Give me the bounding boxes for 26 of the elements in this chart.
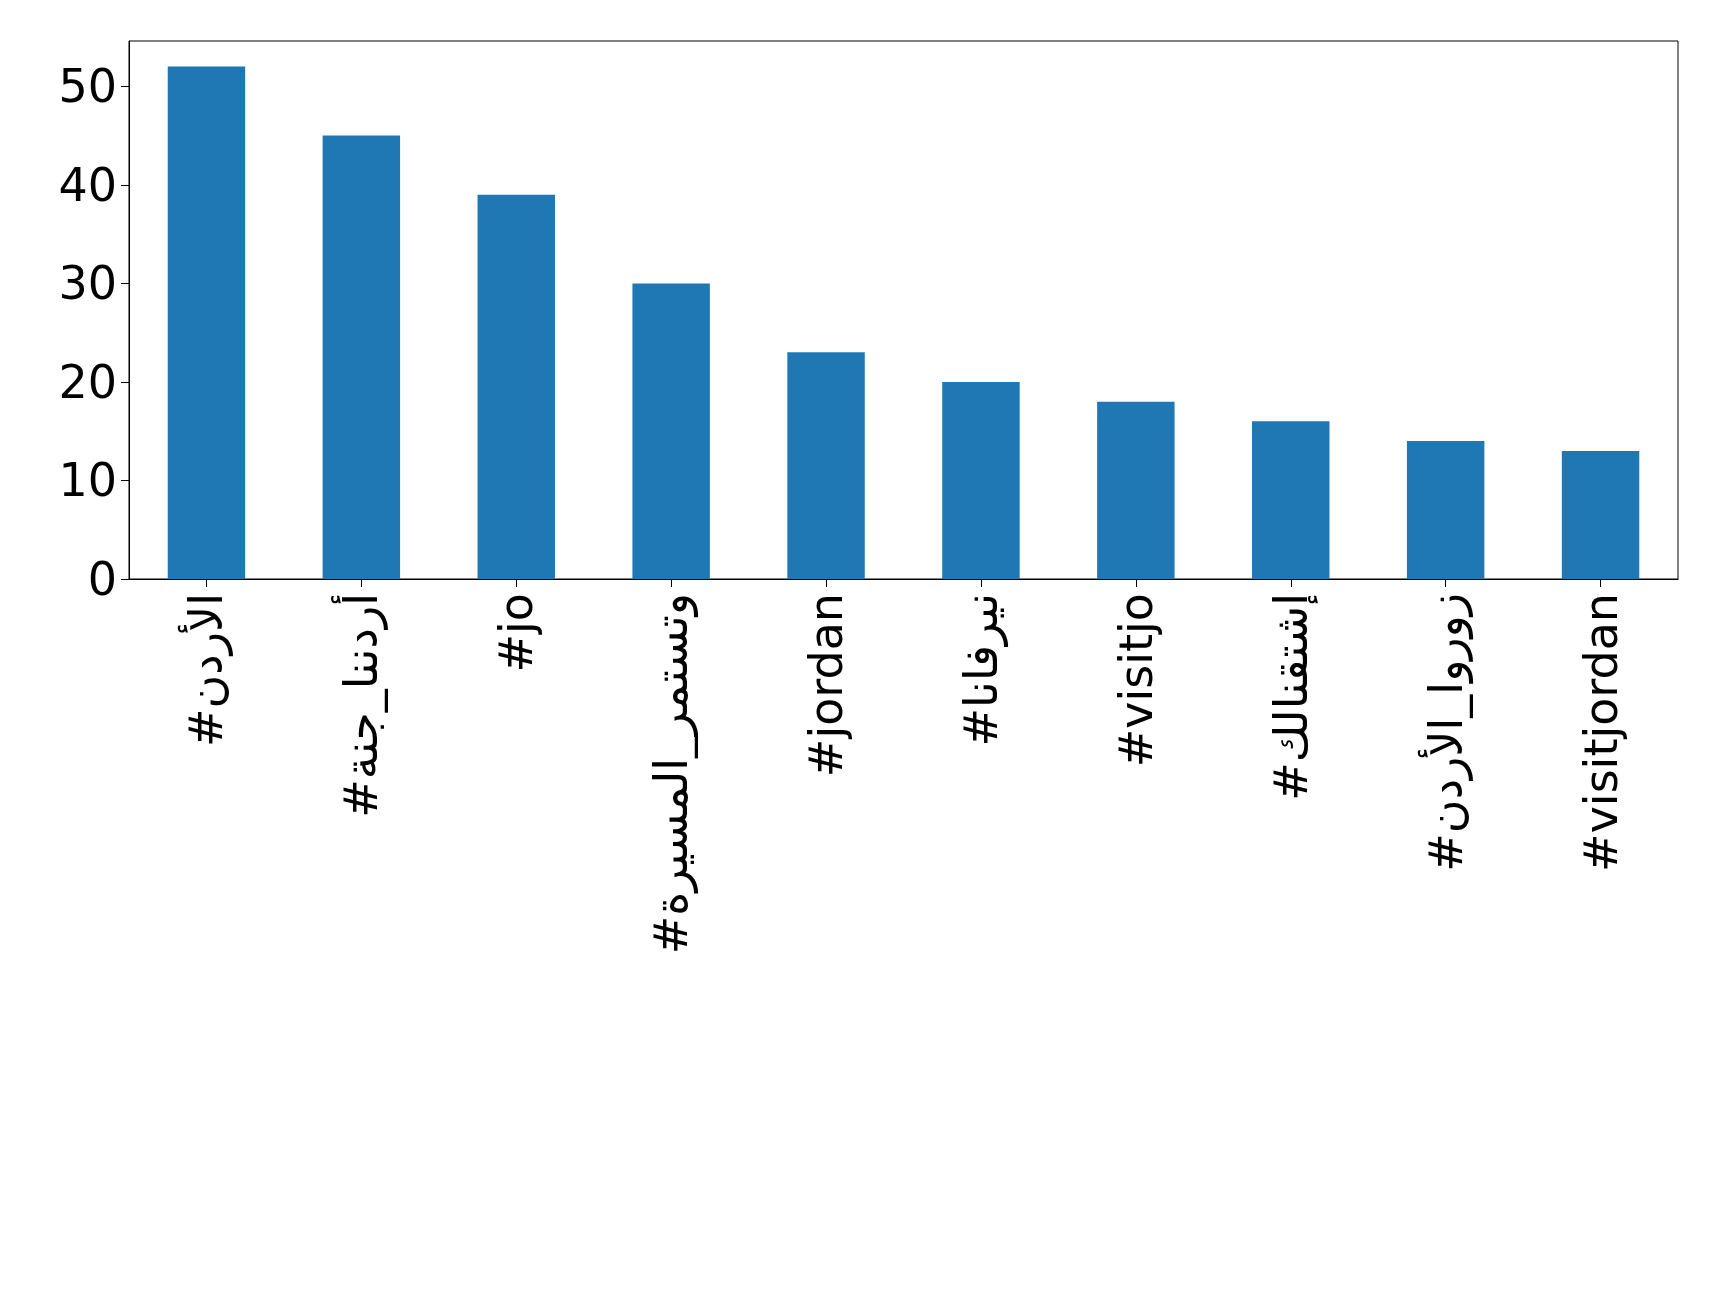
bar <box>632 283 710 579</box>
x-tick-label: #jo <box>489 593 544 673</box>
bar <box>1406 441 1485 579</box>
bar <box>1097 401 1175 579</box>
bar <box>477 194 555 579</box>
bar <box>1252 421 1330 579</box>
bar <box>942 381 1020 579</box>
y-tick-label: 30 <box>58 256 117 311</box>
y-tick-label: 0 <box>87 552 117 606</box>
y-tick-label: 10 <box>58 453 117 508</box>
bar <box>1561 450 1640 579</box>
x-tick-label: #زوروا_الأردن <box>1416 593 1474 872</box>
y-tick-label: 40 <box>58 157 117 212</box>
y-tick-label: 20 <box>58 354 117 409</box>
x-tick-label: #الأردن <box>177 593 234 748</box>
bar <box>167 66 246 579</box>
x-tick-label: #jordan <box>799 593 854 778</box>
x-tick-label: #visitjo <box>1108 593 1163 768</box>
bar <box>322 135 401 579</box>
x-tick-label: #أردننا_جنة <box>331 593 389 818</box>
x-tick-label: #نيرفانا <box>953 593 1009 747</box>
x-tick-label: #إشتقنالك <box>1263 593 1318 801</box>
bar <box>787 352 865 579</box>
x-tick-label: #وتستمر_المسيرة <box>644 593 700 955</box>
x-tick-label: #visitjordan <box>1573 593 1628 872</box>
y-tick-label: 50 <box>58 59 117 114</box>
